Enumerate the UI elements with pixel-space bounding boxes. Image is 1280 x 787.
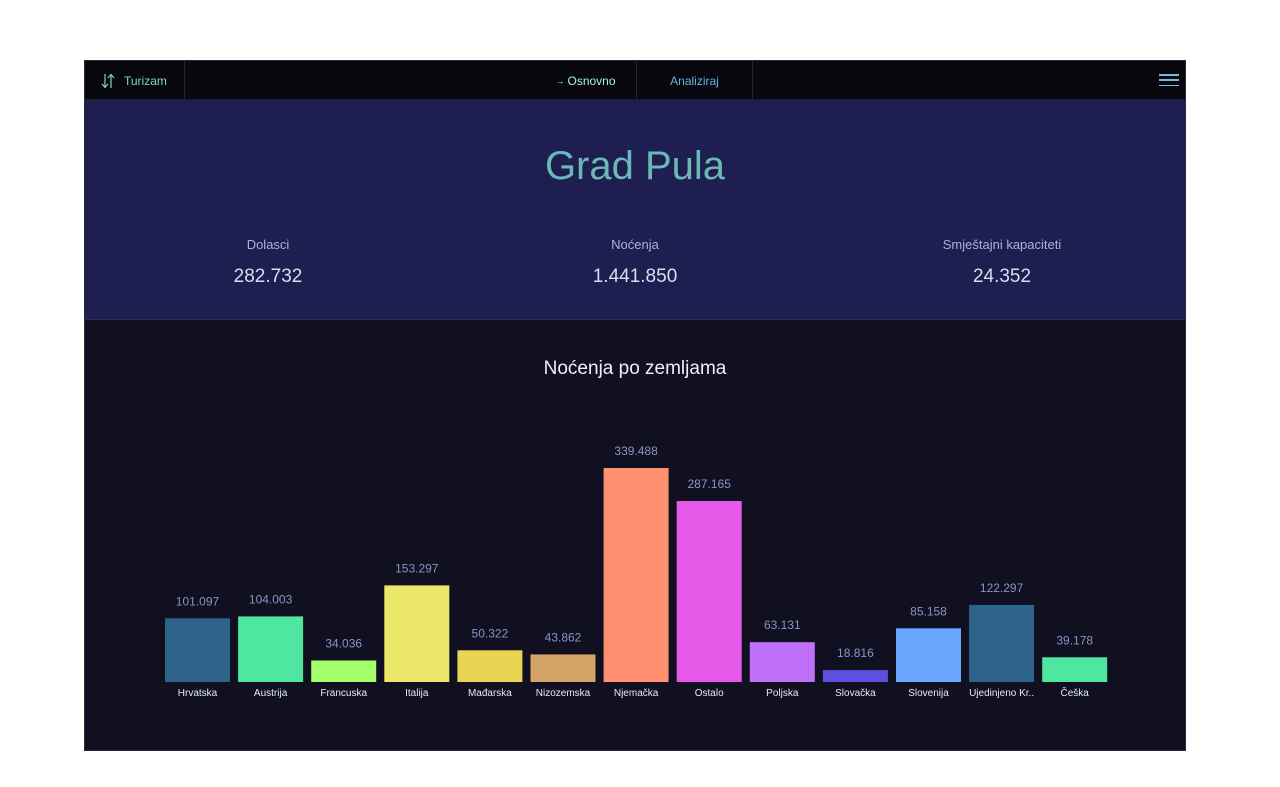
bar-category-label: Slovačka bbox=[835, 688, 876, 699]
bar-value-label: 101.097 bbox=[176, 594, 220, 608]
tab-osnovno-label: Osnovno bbox=[567, 73, 616, 88]
stat-label: Noćenja bbox=[611, 237, 659, 252]
stat-dolasci: Dolasci 282.732 bbox=[118, 237, 418, 288]
bar-5[interactable] bbox=[530, 654, 596, 682]
bar-category-label: Češka bbox=[1061, 686, 1090, 699]
top-navbar: Turizam → Osnovno Analiziraj bbox=[85, 61, 1185, 100]
arrow-right-icon: → bbox=[555, 75, 565, 86]
bar-value-label: 39.178 bbox=[1056, 633, 1093, 647]
bar-0[interactable] bbox=[165, 618, 230, 682]
stat-value: 1.441.850 bbox=[592, 266, 678, 287]
bar-value-label: 63.131 bbox=[764, 618, 801, 632]
bar-category-label: Slovenija bbox=[908, 688, 949, 699]
bar-1[interactable] bbox=[238, 616, 304, 682]
stat-label: Smještajni kapaciteti bbox=[942, 237, 1062, 252]
bar-8[interactable] bbox=[749, 642, 815, 682]
bar-7[interactable] bbox=[676, 501, 742, 682]
bar-9[interactable] bbox=[822, 670, 888, 682]
hero-section: Grad Pula Dolasci 282.732 Noćenja 1.441.… bbox=[85, 100, 1185, 320]
tab-analiziraj-label: Analiziraj bbox=[670, 73, 719, 88]
bar-value-label: 122.297 bbox=[980, 581, 1024, 595]
bar-category-label: Francuska bbox=[320, 688, 367, 699]
bar-category-label: Nizozemska bbox=[536, 688, 591, 699]
bar-category-label: Austrija bbox=[254, 688, 288, 699]
bar-value-label: 153.297 bbox=[395, 561, 439, 575]
bar-value-label: 43.862 bbox=[545, 630, 582, 644]
brand-link[interactable]: Turizam bbox=[85, 61, 185, 100]
bar-value-label: 50.322 bbox=[472, 626, 509, 640]
bar-value-label: 339.488 bbox=[614, 444, 658, 458]
stat-label: Dolasci bbox=[246, 237, 290, 252]
stat-value: 24.352 bbox=[972, 266, 1032, 287]
stat-nocenja: Noćenja 1.441.850 bbox=[485, 237, 785, 288]
bar-value-label: 287.165 bbox=[688, 477, 732, 491]
bar-6[interactable] bbox=[603, 468, 669, 682]
hamburger-menu-icon[interactable] bbox=[1159, 73, 1179, 87]
tab-analiziraj[interactable]: Analiziraj bbox=[637, 61, 753, 100]
bar-chart: 101.097 Hrvatska 104.003 Austrija 34.036 Fran… bbox=[165, 444, 1108, 699]
bar-4[interactable] bbox=[457, 650, 523, 682]
app-window: Turizam → Osnovno Analiziraj Grad Pula D… bbox=[84, 60, 1186, 751]
bar-value-label: 85.158 bbox=[910, 604, 947, 618]
bar-value-label: 104.003 bbox=[249, 592, 293, 606]
page-title: Grad Pula bbox=[544, 144, 726, 188]
stat-smjestajni-kapaciteti: Smještajni kapaciteti 24.352 bbox=[852, 237, 1152, 288]
bar-value-label: 34.036 bbox=[325, 637, 362, 651]
bar-2[interactable] bbox=[311, 660, 377, 683]
swap-vertical-icon bbox=[101, 73, 115, 88]
bar-11[interactable] bbox=[969, 604, 1035, 682]
tab-osnovno[interactable]: → Osnovno bbox=[535, 61, 637, 100]
bar-10[interactable] bbox=[896, 628, 961, 682]
bar-3[interactable] bbox=[384, 585, 450, 682]
bar-category-label: Italija bbox=[405, 688, 429, 699]
bar-category-label: Njemačka bbox=[614, 688, 659, 699]
brand-label: Turizam bbox=[124, 73, 167, 88]
chart-title: Noćenja po zemljama bbox=[543, 358, 727, 379]
bar-category-label: Ostalo bbox=[695, 688, 724, 699]
stat-value: 282.732 bbox=[233, 266, 303, 287]
bar-category-label: Ujedinjeno Kr.. bbox=[969, 688, 1034, 699]
bar-value-label: 18.816 bbox=[837, 646, 874, 660]
bar-12[interactable] bbox=[1042, 657, 1108, 682]
bar-category-label: Hrvatska bbox=[178, 688, 218, 699]
bar-category-label: Poljska bbox=[766, 688, 799, 699]
bar-category-label: Mađarska bbox=[468, 688, 512, 699]
